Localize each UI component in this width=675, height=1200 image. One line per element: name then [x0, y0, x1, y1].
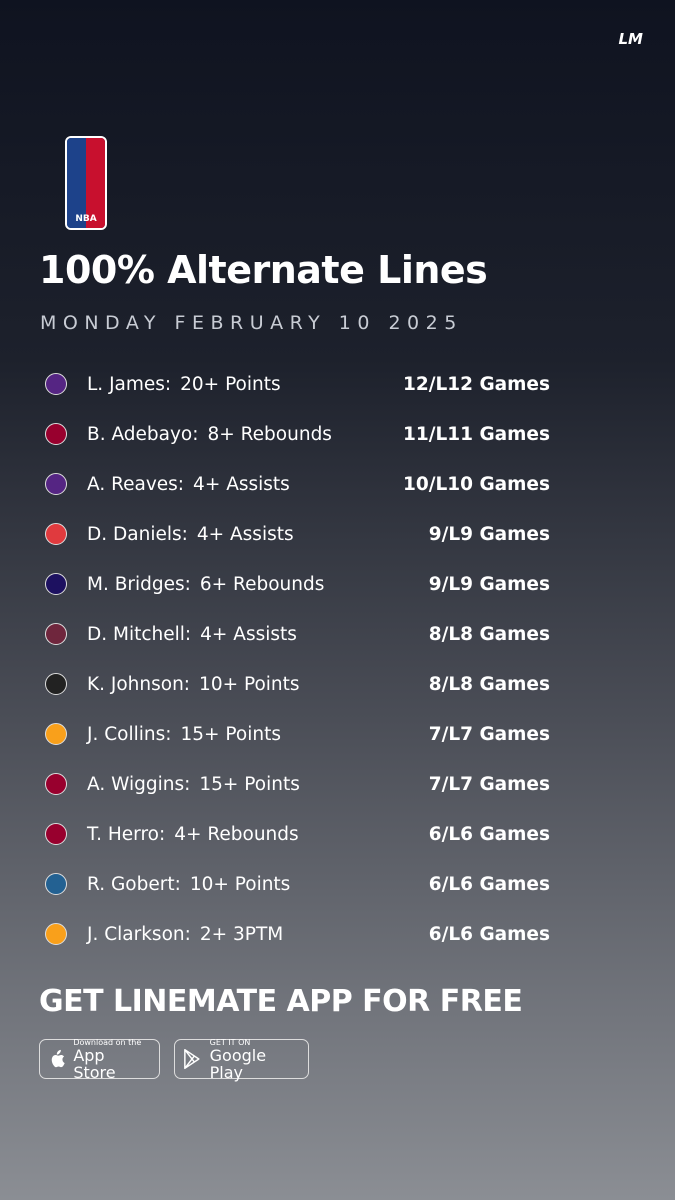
prop: 2+ 3PTM — [199, 923, 284, 945]
team-icon — [40, 722, 72, 746]
record: 6/L6 Games — [428, 873, 550, 895]
player: D. Mitchell: — [87, 623, 192, 645]
nba-logo: NBA — [65, 136, 107, 230]
row: L. James: 20+ Points 12/L12 Games — [40, 359, 550, 409]
record: 12/L12 Games — [403, 373, 550, 395]
prop: 10+ Points — [189, 873, 291, 895]
prop: 10+ Points — [199, 673, 300, 695]
store-small: Download on the — [73, 1037, 142, 1047]
store-big: App Store — [73, 1045, 116, 1082]
date: MONDAY FEBRUARY 10 2025 — [40, 312, 463, 334]
player: R. Gobert: — [87, 873, 181, 895]
team-icon — [40, 922, 72, 946]
player: L. James: — [87, 373, 172, 395]
player: J. Clarkson: — [87, 923, 191, 945]
record: 11/L11 Games — [403, 423, 550, 445]
row: R. Gobert: 10+ Points 6/L6 Games — [40, 859, 550, 909]
rows: L. James: 20+ Points 12/L12 Games B. Adebay… — [40, 359, 550, 959]
prop: 4+ Assists — [200, 623, 297, 645]
player: K. Johnson: — [87, 673, 191, 695]
record: 6/L6 Games — [428, 823, 550, 845]
prop: 20+ Points — [180, 373, 281, 395]
row: A. Wiggins: 15+ Points 7/L7 Games — [40, 759, 550, 809]
player: A. Reaves: — [87, 473, 185, 495]
player: A. Wiggins: — [87, 773, 191, 795]
row: T. Herro: 4+ Rebounds 6/L6 Games — [40, 809, 550, 859]
player: T. Herro: — [87, 823, 166, 845]
prop: 4+ Assists — [196, 523, 294, 545]
prop: 6+ Rebounds — [199, 573, 325, 595]
store-big: Google Play — [209, 1045, 267, 1082]
player: D. Daniels: — [87, 523, 188, 545]
record: 7/L7 Games — [428, 773, 550, 795]
google-play-button[interactable]: GET IT ON Google Play — [174, 1037, 309, 1082]
row: D. Daniels: 4+ Assists 9/L9 Games — [40, 509, 550, 559]
store-small: GET IT ON — [209, 1037, 251, 1047]
row: K. Johnson: 10+ Points 8/L8 Games — [40, 659, 550, 709]
team-icon — [40, 822, 72, 846]
team-icon — [40, 422, 72, 446]
row: J. Collins: 15+ Points 7/L7 Games — [40, 709, 550, 759]
title: 100% Alternate Lines — [39, 248, 488, 292]
record: 8/L8 Games — [428, 673, 550, 695]
prop: 15+ Points — [180, 723, 281, 745]
team-icon — [40, 472, 72, 496]
cta: GET LINEMATE APP FOR FREE — [39, 984, 523, 1019]
prop: 8+ Rebounds — [207, 423, 332, 445]
brand-logo: LM — [618, 30, 644, 48]
prop: 15+ Points — [199, 773, 300, 795]
prop: 4+ Assists — [193, 473, 290, 495]
record: 8/L8 Games — [428, 623, 550, 645]
app-store-button[interactable]: Download on the App Store — [39, 1037, 160, 1082]
team-icon — [40, 372, 72, 396]
team-icon — [40, 772, 72, 796]
player: J. Collins: — [87, 723, 172, 745]
row: J. Clarkson: 2+ 3PTM 6/L6 Games — [40, 909, 550, 959]
team-icon — [40, 572, 72, 596]
nba-text: NBA — [75, 214, 97, 224]
player: M. Bridges: — [87, 573, 191, 595]
prop: 4+ Rebounds — [174, 823, 299, 845]
team-icon — [40, 522, 72, 546]
team-icon — [40, 872, 72, 896]
record: 6/L6 Games — [428, 923, 550, 945]
record: 9/L9 Games — [428, 573, 550, 595]
team-icon — [40, 622, 72, 646]
player: B. Adebayo: — [87, 423, 199, 445]
row: D. Mitchell: 4+ Assists 8/L8 Games — [40, 609, 550, 659]
row: A. Reaves: 4+ Assists 10/L10 Games — [40, 459, 550, 509]
record: 9/L9 Games — [428, 523, 550, 545]
record: 7/L7 Games — [428, 723, 550, 745]
team-icon — [40, 672, 72, 696]
record: 10/L10 Games — [403, 473, 550, 495]
row: M. Bridges: 6+ Rebounds 9/L9 Games — [40, 559, 550, 609]
row: B. Adebayo: 8+ Rebounds 11/L11 Games — [40, 409, 550, 459]
